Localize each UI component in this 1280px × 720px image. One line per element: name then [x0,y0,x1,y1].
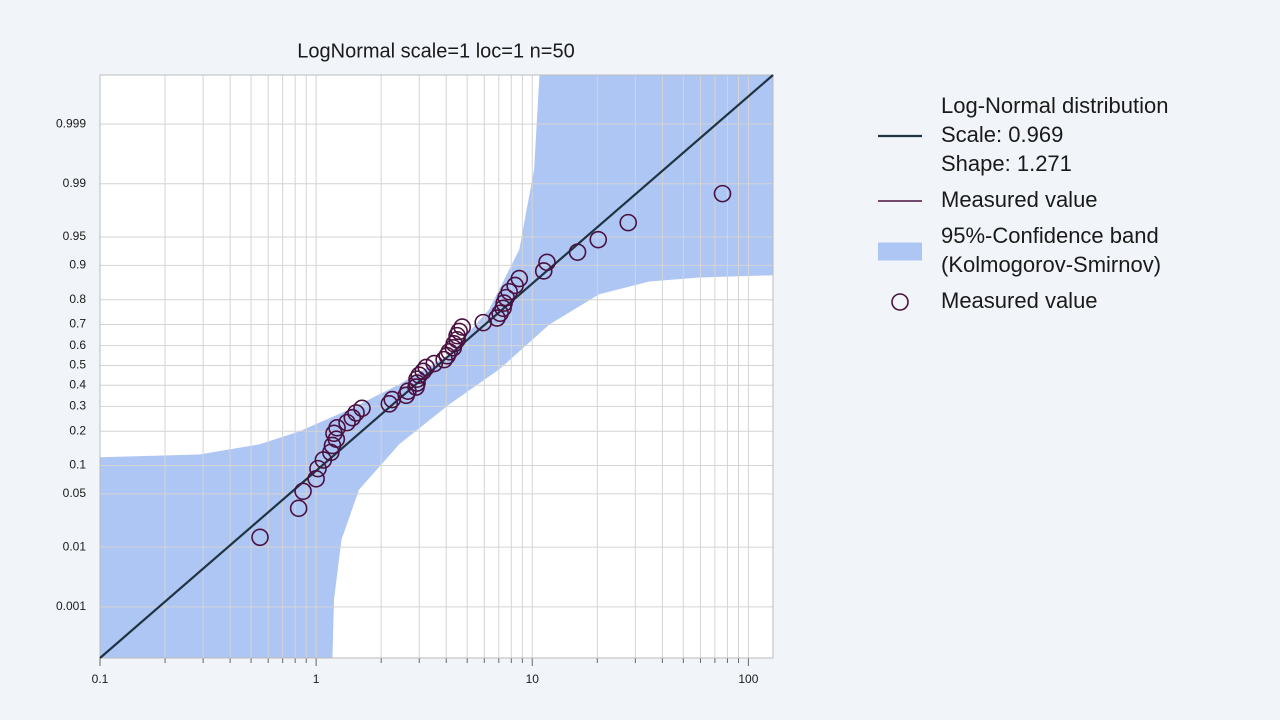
y-tick-label: 0.5 [69,358,86,372]
data-point [589,230,608,249]
data-point [353,399,371,418]
legend-label: 95%-Confidence band [941,223,1159,248]
legend-label: Shape: 1.271 [941,151,1072,176]
data-point [568,243,587,261]
data-point [343,408,362,427]
legend-label: Measured value [941,288,1098,313]
data-point [445,335,463,353]
y-tick-label: 0.05 [63,486,87,500]
grid-layer [99,75,773,658]
y-tick-label: 0.1 [69,458,86,472]
x-tick-label: 1 [313,672,320,686]
y-tick-label: 0.9 [69,258,86,272]
data-point [294,482,312,501]
data-point [510,269,529,288]
x-tick-label: 100 [738,672,758,686]
data-point [309,459,327,478]
data-point [534,262,553,280]
legend-label: (Kolmogorov-Smirnov) [941,252,1161,277]
data-point [713,184,732,203]
y-tick-label: 0.999 [56,116,86,130]
fit-line [99,74,774,659]
data-point [538,253,556,272]
legend-label: Measured value [941,187,1098,212]
data-point [417,358,435,377]
data-point [453,318,471,336]
y-tick-label: 0.4 [69,377,86,391]
y-tick-label: 0.95 [63,229,87,243]
legend-circle [891,293,909,311]
data-point [328,419,346,437]
data-point [500,282,518,301]
y-tick-label: 0.2 [69,423,86,437]
data-point [450,322,468,341]
chart-title: LogNormal scale=1 loc=1 n=50 [297,40,574,62]
data-point [347,404,365,422]
x-tick-label: 0.1 [92,672,109,686]
data-point [491,304,509,323]
y-tick-label: 0.001 [56,599,86,613]
y-tick-label: 0.8 [69,292,86,306]
legend-label: Log-Normal distribution [941,93,1168,118]
legend-label: Scale: 0.969 [941,122,1063,147]
plot-frame [99,74,774,659]
data-point [289,499,308,518]
y-tick-label: 0.99 [63,176,87,190]
x-tick-label: 10 [526,672,540,686]
data-point [338,413,356,432]
legend-band [878,242,922,261]
y-tick-label: 0.7 [69,317,86,331]
data-point [448,330,466,349]
data-point [251,528,269,547]
y-tick-label: 0.01 [63,539,87,553]
data-point [619,213,638,232]
data-point [380,395,399,413]
data-point [488,309,506,327]
y-tick-label: 0.6 [69,338,86,352]
data-point [425,354,444,373]
data-point [307,469,325,488]
y-tick-label: 0.3 [69,399,86,413]
